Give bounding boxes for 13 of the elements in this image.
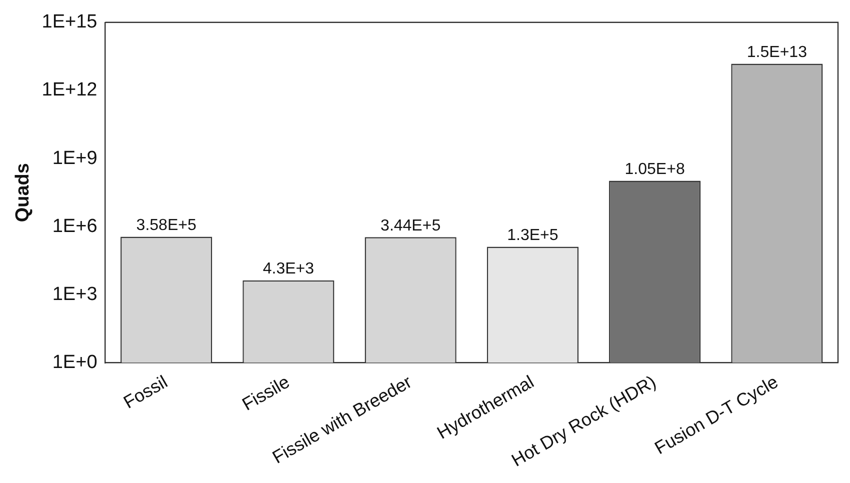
y-tick-label: 1E+0 (52, 352, 98, 374)
data-label: 4.3E+3 (262, 260, 314, 278)
y-axis-title: Quads (12, 163, 34, 222)
data-label: 1.3E+5 (507, 227, 558, 244)
y-tick-label: 1E+3 (52, 284, 98, 305)
data-label: 3.44E+5 (380, 218, 441, 235)
y-tick-label: 1E+12 (42, 80, 98, 101)
data-label: 1.05E+8 (624, 161, 685, 178)
data-label: 3.58E+5 (136, 217, 196, 234)
data-label: 1.5E+13 (746, 44, 808, 62)
y-tick-label: 1E+15 (42, 12, 98, 33)
y-tick-label: 1E+9 (52, 148, 98, 169)
y-tick-label: 1E+6 (52, 216, 98, 237)
